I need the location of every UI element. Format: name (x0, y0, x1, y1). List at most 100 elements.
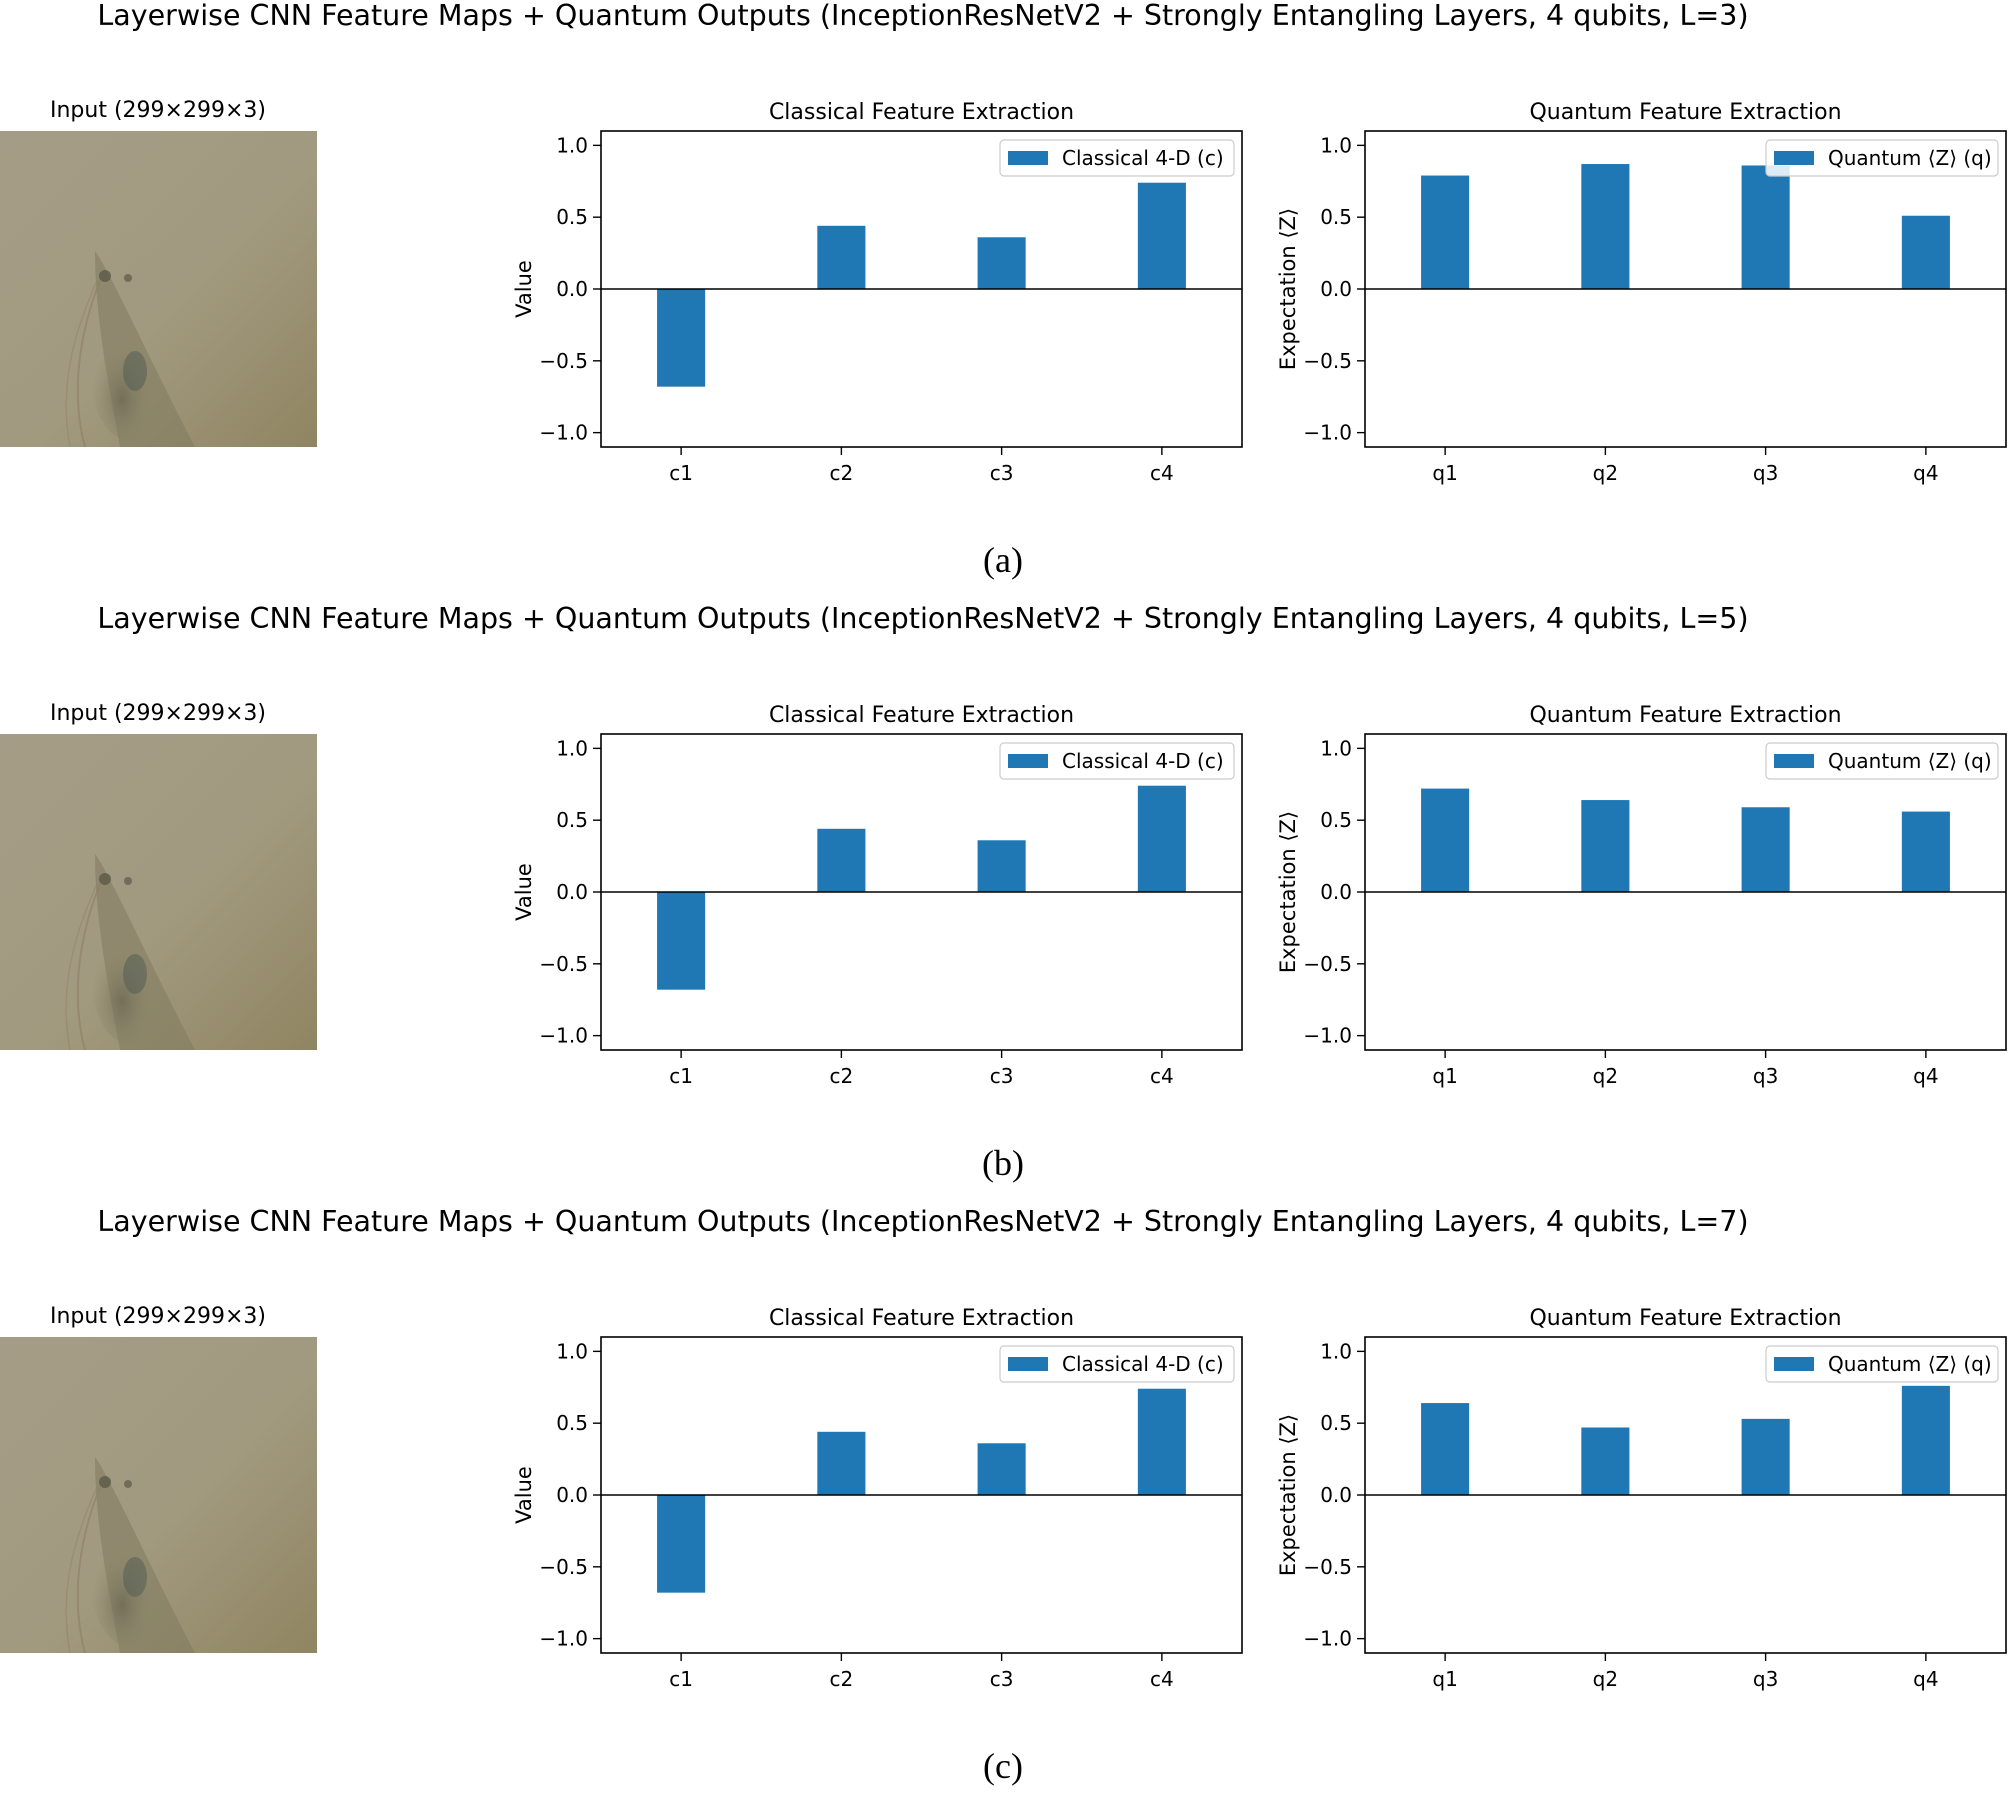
bar-c1 (657, 289, 706, 387)
chart-title: Quantum Feature Extraction (1529, 1306, 1841, 1331)
x-tick-label: c4 (1150, 461, 1174, 485)
shrimp-image (0, 734, 317, 1050)
chart-title: Quantum Feature Extraction (1529, 100, 1841, 125)
legend: Classical 4-D (c) (999, 1345, 1235, 1383)
y-tick-label: 0.5 (556, 808, 588, 832)
bar-q4 (1901, 1385, 1950, 1495)
x-tick-label: c2 (830, 1064, 854, 1088)
y-tick-label: −0.5 (1303, 952, 1352, 976)
panel-suptitle: Layerwise CNN Feature Maps + Quantum Out… (97, 1205, 1749, 1238)
bar-q2 (1581, 164, 1630, 289)
bar-q3 (1741, 1418, 1790, 1495)
input-image (0, 131, 317, 447)
legend-swatch (1774, 1357, 1814, 1371)
bar-c3 (977, 1443, 1026, 1495)
y-tick-label: −1.0 (539, 1627, 588, 1651)
x-tick-label: q4 (1913, 1064, 1938, 1088)
bar-c2 (817, 828, 866, 892)
bar-c4 (1137, 785, 1186, 892)
x-tick-label: q1 (1432, 1064, 1457, 1088)
chart-title: Quantum Feature Extraction (1529, 703, 1841, 728)
panel-caption: (c) (983, 1746, 1023, 1786)
y-tick-label: 1.0 (1320, 736, 1352, 760)
y-tick-label: 0.0 (556, 880, 588, 904)
shrimp-image (0, 131, 317, 447)
x-tick-label: c3 (990, 1064, 1014, 1088)
x-tick-label: c4 (1150, 1064, 1174, 1088)
bar-c2 (817, 225, 866, 289)
y-axis-label: Expectation ⟨Z⟩ (1276, 208, 1300, 370)
classical-chart: Classical Feature Extraction 1.0 0.5 0.0 −0.… (512, 100, 1243, 485)
panel-suptitle: Layerwise CNN Feature Maps + Quantum Out… (97, 0, 1749, 32)
legend: Quantum ⟨Z⟩ (q) (1765, 139, 1999, 177)
legend-label: Quantum ⟨Z⟩ (q) (1828, 1352, 1992, 1376)
legend: Classical 4-D (c) (999, 742, 1235, 780)
classical-chart: Classical Feature Extraction 1.0 0.5 0.0 −0.… (512, 703, 1243, 1088)
y-tick-label: −1.0 (1303, 421, 1352, 445)
y-tick-label: 1.0 (1320, 1339, 1352, 1363)
bar-q3 (1741, 807, 1790, 892)
legend-swatch (1774, 151, 1814, 165)
y-axis-label: Value (512, 260, 536, 318)
y-tick-label: −0.5 (1303, 1555, 1352, 1579)
legend: Quantum ⟨Z⟩ (q) (1765, 1345, 1999, 1383)
input-image (0, 1337, 317, 1653)
quantum-chart: Quantum Feature Extraction 1.0 0.5 0.0 −0.5 −… (1276, 703, 2007, 1088)
y-tick-label: 1.0 (556, 736, 588, 760)
input-image (0, 734, 317, 1050)
shrimp-image (0, 1337, 317, 1653)
x-tick-label: q2 (1593, 461, 1618, 485)
bar-q2 (1581, 1427, 1630, 1495)
bar-q1 (1421, 788, 1470, 892)
quantum-chart: Quantum Feature Extraction 1.0 0.5 0.0 −0.5 −… (1276, 1306, 2007, 1691)
y-tick-label: 0.0 (1320, 277, 1352, 301)
legend-label: Classical 4-D (c) (1062, 749, 1224, 773)
x-tick-label: q4 (1913, 1667, 1938, 1691)
x-tick-label: q4 (1913, 461, 1938, 485)
y-tick-label: 0.0 (556, 277, 588, 301)
y-tick-label: 0.5 (1320, 1411, 1352, 1435)
bar-q1 (1421, 175, 1470, 289)
y-tick-label: 0.5 (556, 1411, 588, 1435)
y-tick-label: −1.0 (1303, 1024, 1352, 1048)
x-tick-label: c1 (669, 1064, 693, 1088)
chart-title: Classical Feature Extraction (769, 703, 1074, 728)
bar-c4 (1137, 1388, 1186, 1495)
panel-caption: (b) (982, 1143, 1024, 1183)
x-tick-label: c2 (830, 1667, 854, 1691)
bar-c1 (657, 1495, 706, 1593)
y-tick-label: 0.5 (556, 205, 588, 229)
x-tick-label: q3 (1753, 1667, 1778, 1691)
legend-swatch (1008, 1357, 1048, 1371)
figure-panel-b: Layerwise CNN Feature Maps + Quantum Out… (0, 603, 2008, 1203)
bar-q3 (1741, 165, 1790, 289)
legend: Classical 4-D (c) (999, 139, 1235, 177)
y-tick-label: −0.5 (1303, 349, 1352, 373)
input-image-title: Input (299×299×3) (50, 98, 266, 123)
input-image-title: Input (299×299×3) (50, 701, 266, 726)
x-tick-label: c1 (669, 461, 693, 485)
legend-swatch (1008, 754, 1048, 768)
y-tick-label: 0.0 (556, 1483, 588, 1507)
y-tick-label: −0.5 (539, 349, 588, 373)
quantum-chart: Quantum Feature Extraction 1.0 0.5 0.0 −0.5 −… (1276, 100, 2007, 485)
x-tick-label: q1 (1432, 1667, 1457, 1691)
y-axis-label: Expectation ⟨Z⟩ (1276, 811, 1300, 973)
figure-panel-c: Layerwise CNN Feature Maps + Quantum Out… (0, 1206, 2008, 1806)
y-tick-label: 1.0 (556, 133, 588, 157)
legend-label: Classical 4-D (c) (1062, 146, 1224, 170)
legend-label: Quantum ⟨Z⟩ (q) (1828, 749, 1992, 773)
x-tick-label: c3 (990, 1667, 1014, 1691)
x-tick-label: q3 (1753, 1064, 1778, 1088)
legend-swatch (1008, 151, 1048, 165)
y-axis-label: Value (512, 1466, 536, 1524)
bar-c1 (657, 892, 706, 990)
bar-c2 (817, 1431, 866, 1495)
y-tick-label: 0.0 (1320, 880, 1352, 904)
bar-c3 (977, 840, 1026, 892)
legend-swatch (1774, 754, 1814, 768)
y-tick-label: 0.5 (1320, 808, 1352, 832)
classical-chart: Classical Feature Extraction 1.0 0.5 0.0 −0.… (512, 1306, 1243, 1691)
y-tick-label: 1.0 (1320, 133, 1352, 157)
y-tick-label: −1.0 (539, 1024, 588, 1048)
